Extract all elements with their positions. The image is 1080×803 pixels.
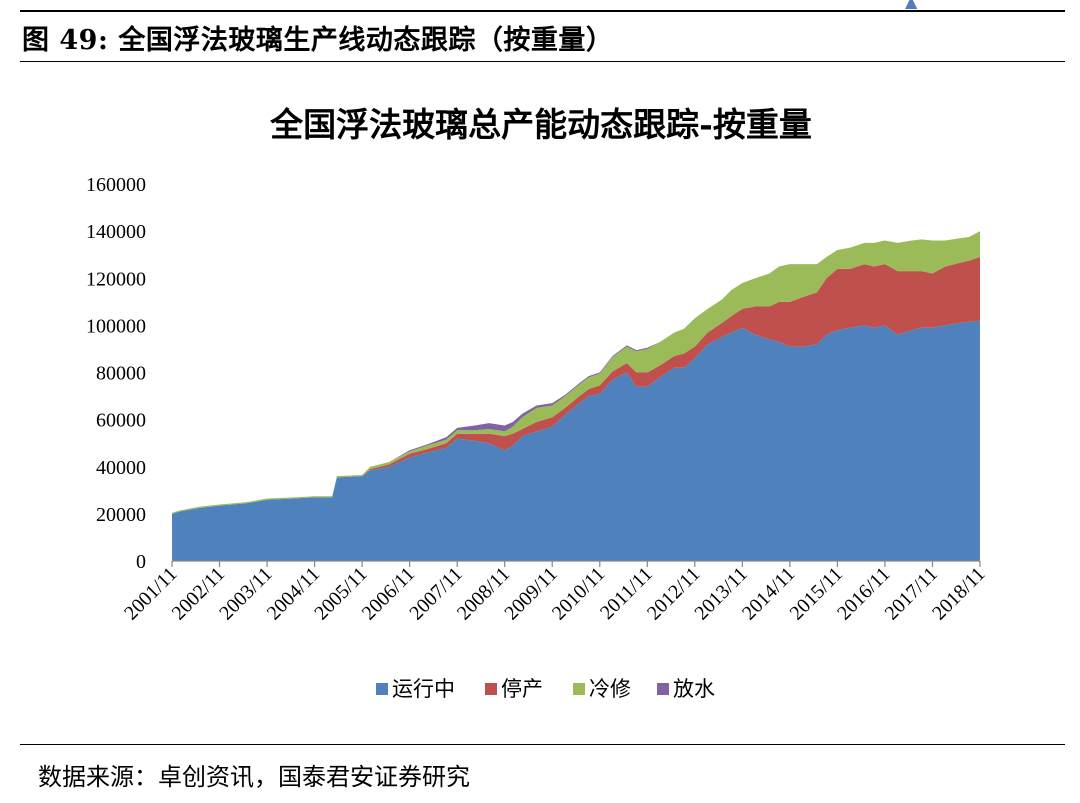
legend-swatch-1 bbox=[376, 683, 388, 695]
x-tick-label: 2006/11 bbox=[358, 563, 419, 624]
y-tick-label: 120000 bbox=[86, 268, 146, 290]
chart-title: 全国浮法玻璃总产能动态跟踪-按重量 bbox=[269, 105, 812, 144]
legend-label-2: 停产 bbox=[501, 677, 543, 701]
legend-swatch-3 bbox=[573, 683, 585, 695]
x-tick-label: 2018/11 bbox=[928, 563, 989, 624]
stacked-area-chart: 全国浮法玻璃总产能动态跟踪-按重量 0 20000 40000 60000 80000 1… bbox=[86, 105, 990, 701]
x-tick-label: 2004/11 bbox=[263, 563, 324, 624]
area-series-3 bbox=[172, 231, 980, 514]
area-series-group bbox=[172, 231, 980, 561]
y-tick-label: 0 bbox=[136, 551, 146, 573]
y-tick-label: 100000 bbox=[86, 315, 146, 337]
x-tick-label: 2013/11 bbox=[690, 563, 751, 624]
y-tick-label: 40000 bbox=[96, 457, 146, 479]
x-tick-label: 2010/11 bbox=[548, 563, 609, 624]
page-corner-logo-icon: ▲ bbox=[905, 0, 918, 11]
x-tick-label: 2015/11 bbox=[786, 563, 847, 624]
y-tick-label: 160000 bbox=[86, 174, 146, 196]
y-axis: 0 20000 40000 60000 80000 100000 120000 140000 1… bbox=[86, 174, 146, 573]
x-tick-label: 2001/11 bbox=[120, 563, 181, 624]
source-divider bbox=[20, 744, 1065, 745]
legend-label-4: 放水 bbox=[673, 677, 715, 701]
chart-legend: 运行中 停产 冷修 放水 bbox=[376, 677, 715, 701]
x-tick-label: 2008/11 bbox=[453, 563, 514, 624]
legend-label-1: 运行中 bbox=[392, 677, 455, 701]
x-tick-label: 2012/11 bbox=[643, 563, 704, 624]
page-top-rule bbox=[20, 10, 1065, 12]
area-series-2 bbox=[172, 257, 980, 514]
data-source-note: 数据来源：卓创资讯，国泰君安证券研究 bbox=[38, 763, 470, 791]
x-tick-label: 2002/11 bbox=[168, 563, 229, 624]
figure-title: 图 49: 全国浮法玻璃生产线动态跟踪（按重量） bbox=[22, 25, 614, 56]
x-tick-label: 2009/11 bbox=[500, 563, 561, 624]
legend-swatch-4 bbox=[657, 683, 669, 695]
y-tick-label: 60000 bbox=[96, 410, 146, 432]
x-tick-label: 2003/11 bbox=[215, 563, 276, 624]
legend-label-3: 冷修 bbox=[589, 677, 631, 701]
y-tick-label: 80000 bbox=[96, 363, 146, 385]
x-tick-label: 2014/11 bbox=[738, 563, 799, 624]
x-tick-label: 2007/11 bbox=[405, 563, 466, 624]
y-tick-label: 140000 bbox=[86, 221, 146, 243]
x-axis: 2001/112002/112003/112004/112005/112006/… bbox=[120, 560, 990, 624]
legend-swatch-2 bbox=[485, 683, 497, 695]
x-tick-label: 2017/11 bbox=[881, 563, 942, 624]
area-series-1 bbox=[172, 320, 980, 561]
y-tick-label: 20000 bbox=[96, 504, 146, 526]
title-divider bbox=[20, 61, 1065, 62]
x-tick-label: 2005/11 bbox=[310, 563, 371, 624]
x-tick-label: 2016/11 bbox=[833, 563, 894, 624]
